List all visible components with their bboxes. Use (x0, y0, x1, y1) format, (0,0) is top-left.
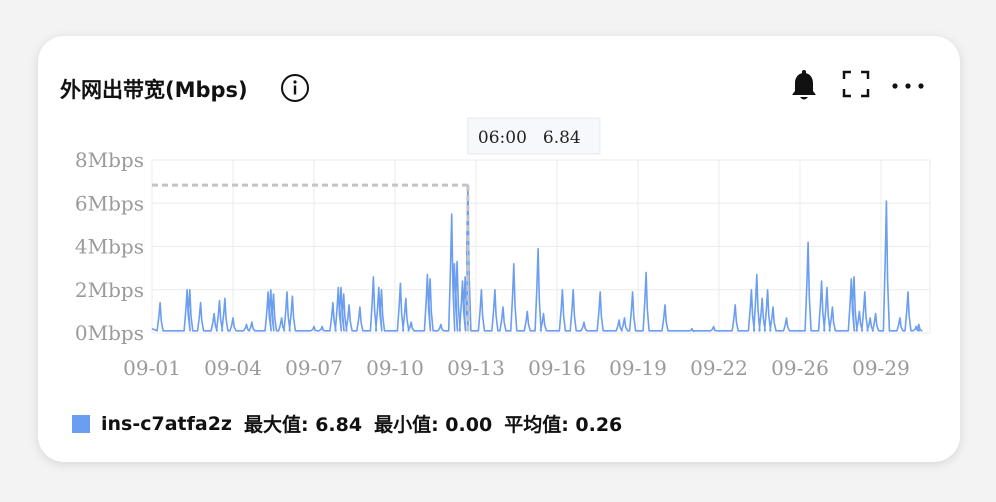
info-icon[interactable] (280, 73, 310, 103)
x-tick-label: 09-10 (366, 356, 424, 380)
y-tick-label: 4Mbps (75, 235, 144, 259)
x-tick-label: 09-19 (609, 356, 667, 380)
max-value-stat: 最大值: 6.84 (244, 414, 363, 436)
legend: ins-c7atfa2z 最大值: 6.84 最小值: 0.00 平均值: 0.… (72, 410, 622, 437)
avg-value-stat: 平均值: 0.26 (504, 414, 623, 436)
panel-title: 外网出带宽(Mbps) (60, 78, 248, 102)
x-tick-label: 09-26 (771, 356, 829, 380)
y-tick-label: 2Mbps (75, 278, 144, 302)
more-icon[interactable] (890, 74, 926, 98)
tooltip-time: 06:00 (478, 128, 527, 148)
tooltip-value: 6.84 (543, 128, 581, 148)
x-tick-label: 09-29 (852, 356, 910, 380)
x-tick-label: 09-01 (123, 356, 181, 380)
legend-series-name: ins-c7atfa2z (101, 412, 232, 435)
x-tick-label: 09-07 (285, 356, 343, 380)
fullscreen-icon[interactable] (842, 70, 870, 98)
y-tick-label: 0Mbps (75, 321, 144, 345)
chart-card: 外网出带宽(Mbps) 0Mbps 2Mbps 4Mbps 6Mbps 8Mbps 09-… (38, 36, 960, 462)
legend-swatch (72, 414, 90, 433)
y-tick-label: 6Mbps (75, 191, 144, 215)
series-line (151, 184, 923, 333)
bell-icon[interactable] (790, 70, 818, 102)
x-tick-label: 09-16 (528, 356, 586, 380)
x-tick-label: 09-22 (690, 356, 748, 380)
bandwidth-chart: 0Mbps 2Mbps 4Mbps 6Mbps 8Mbps 09-01 09-04 09-07… (75, 117, 931, 380)
tooltip-box (467, 117, 601, 155)
y-tick-label: 8Mbps (75, 148, 144, 172)
x-tick-label: 09-13 (447, 356, 505, 380)
x-tick-label: 09-04 (204, 356, 262, 380)
min-value-stat: 最小值: 0.00 (374, 414, 493, 436)
